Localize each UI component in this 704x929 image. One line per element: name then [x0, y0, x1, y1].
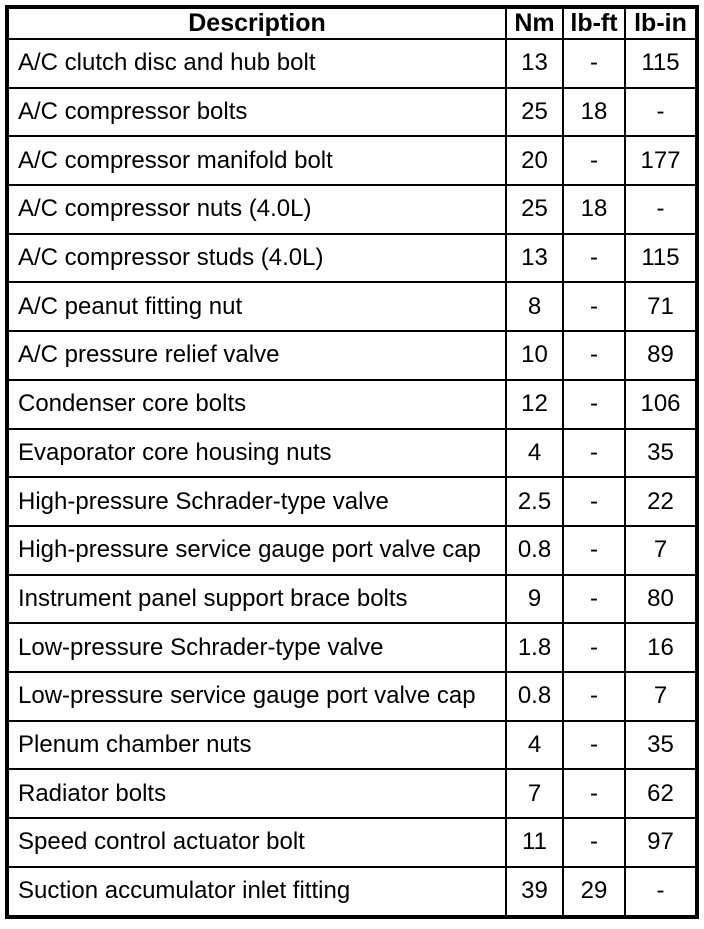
description-cell: High-pressure service gauge port valve c…	[6, 524, 507, 576]
lbft-value-cell: -	[562, 817, 626, 868]
table-row: A/C clutch disc and hub bolt 13 - 115	[6, 38, 698, 89]
table-row: Condenser core bolts 12 - 106	[6, 378, 698, 430]
lbft-value-cell: 29	[562, 865, 626, 919]
nm-value-cell: 7	[505, 768, 564, 819]
lbft-value-cell: -	[562, 524, 626, 576]
lbin-value-cell: 35	[624, 427, 698, 479]
lbin-value-cell: 22	[624, 476, 698, 527]
lbft-value-cell: -	[562, 281, 626, 333]
lbft-value-cell: -	[562, 427, 626, 479]
lbin-value-cell: 80	[624, 573, 698, 625]
lbin-value-cell: 7	[624, 670, 698, 722]
table-row: Low-pressure service gauge port valve ca…	[6, 670, 698, 722]
lbft-value-cell: 18	[562, 184, 626, 235]
nm-value-cell: 2.5	[505, 476, 564, 527]
nm-value-cell: 13	[505, 232, 564, 284]
lbft-value-cell: -	[562, 622, 626, 673]
description-cell: A/C compressor studs (4.0L)	[6, 232, 507, 284]
table-row: Plenum chamber nuts 4 - 35	[6, 719, 698, 771]
description-cell: A/C peanut fitting nut	[6, 281, 507, 333]
nm-value-cell: 25	[505, 184, 564, 235]
nm-value-cell: 20	[505, 135, 564, 187]
nm-value-cell: 12	[505, 378, 564, 430]
table-row: Speed control actuator bolt 11 - 97	[6, 817, 698, 868]
nm-value-cell: 8	[505, 281, 564, 333]
lbft-value-cell: -	[562, 232, 626, 284]
table-row: A/C compressor manifold bolt 20 - 177	[6, 135, 698, 187]
lbft-value-cell: -	[562, 670, 626, 722]
lbft-value-cell: -	[562, 378, 626, 430]
lbin-value-cell: 7	[624, 524, 698, 576]
description-cell: A/C compressor manifold bolt	[6, 135, 507, 187]
table-row: A/C pressure relief valve 10 - 89	[6, 330, 698, 381]
lbft-value-cell: -	[562, 38, 626, 89]
table-row: Radiator bolts 7 - 62	[6, 768, 698, 819]
lbin-value-cell: 115	[624, 232, 698, 284]
table-row: High-pressure Schrader-type valve 2.5 - …	[6, 476, 698, 527]
lbin-value-cell: 62	[624, 768, 698, 819]
column-header-lbin: lb-in	[624, 6, 698, 40]
description-cell: Radiator bolts	[6, 768, 507, 819]
nm-value-cell: 9	[505, 573, 564, 625]
table-row: A/C peanut fitting nut 8 - 71	[6, 281, 698, 333]
description-cell: A/C pressure relief valve	[6, 330, 507, 381]
description-cell: Speed control actuator bolt	[6, 817, 507, 868]
nm-value-cell: 1.8	[505, 622, 564, 673]
description-cell: Suction accumulator inlet fitting	[6, 865, 507, 919]
nm-value-cell: 10	[505, 330, 564, 381]
nm-value-cell: 4	[505, 719, 564, 771]
lbin-value-cell: -	[624, 184, 698, 235]
description-cell: Instrument panel support brace bolts	[6, 573, 507, 625]
lbin-value-cell: 115	[624, 38, 698, 89]
lbft-value-cell: -	[562, 768, 626, 819]
lbft-value-cell: -	[562, 476, 626, 527]
lbin-value-cell: 106	[624, 378, 698, 430]
lbin-value-cell: 16	[624, 622, 698, 673]
lbft-value-cell: -	[562, 135, 626, 187]
lbin-value-cell: 97	[624, 817, 698, 868]
lbft-value-cell: -	[562, 719, 626, 771]
nm-value-cell: 0.8	[505, 524, 564, 576]
description-cell: Low-pressure Schrader-type valve	[6, 622, 507, 673]
header-row: Description Nm lb-ft lb-in	[6, 6, 698, 40]
description-cell: Evaporator core housing nuts	[6, 427, 507, 479]
table-row: Evaporator core housing nuts 4 - 35	[6, 427, 698, 479]
description-cell: Condenser core bolts	[6, 378, 507, 430]
lbft-value-cell: -	[562, 330, 626, 381]
nm-value-cell: 0.8	[505, 670, 564, 722]
torque-spec-table: Description Nm lb-ft lb-in A/C clutch di…	[5, 5, 699, 919]
table-row: High-pressure service gauge port valve c…	[6, 524, 698, 576]
description-cell: A/C compressor nuts (4.0L)	[6, 184, 507, 235]
lbin-value-cell: 71	[624, 281, 698, 333]
table-row: A/C compressor studs (4.0L) 13 - 115	[6, 232, 698, 284]
column-header-description: Description	[6, 6, 507, 40]
lbft-value-cell: -	[562, 573, 626, 625]
column-header-lbft: lb-ft	[562, 6, 626, 40]
lbin-value-cell: 89	[624, 330, 698, 381]
nm-value-cell: 25	[505, 86, 564, 138]
nm-value-cell: 4	[505, 427, 564, 479]
nm-value-cell: 39	[505, 865, 564, 919]
lbin-value-cell: -	[624, 86, 698, 138]
table-row: Low-pressure Schrader-type valve 1.8 - 1…	[6, 622, 698, 673]
description-cell: A/C clutch disc and hub bolt	[6, 38, 507, 89]
table-row: A/C compressor bolts 25 18 -	[6, 86, 698, 138]
table-row: Instrument panel support brace bolts 9 -…	[6, 573, 698, 625]
lbin-value-cell: 35	[624, 719, 698, 771]
description-cell: Plenum chamber nuts	[6, 719, 507, 771]
description-cell: High-pressure Schrader-type valve	[6, 476, 507, 527]
table-row: A/C compressor nuts (4.0L) 25 18 -	[6, 184, 698, 235]
description-cell: Low-pressure service gauge port valve ca…	[6, 670, 507, 722]
table-row: Suction accumulator inlet fitting 39 29 …	[6, 865, 698, 919]
column-header-nm: Nm	[505, 6, 564, 40]
lbin-value-cell: -	[624, 865, 698, 919]
description-cell: A/C compressor bolts	[6, 86, 507, 138]
lbin-value-cell: 177	[624, 135, 698, 187]
nm-value-cell: 11	[505, 817, 564, 868]
nm-value-cell: 13	[505, 38, 564, 89]
lbft-value-cell: 18	[562, 86, 626, 138]
